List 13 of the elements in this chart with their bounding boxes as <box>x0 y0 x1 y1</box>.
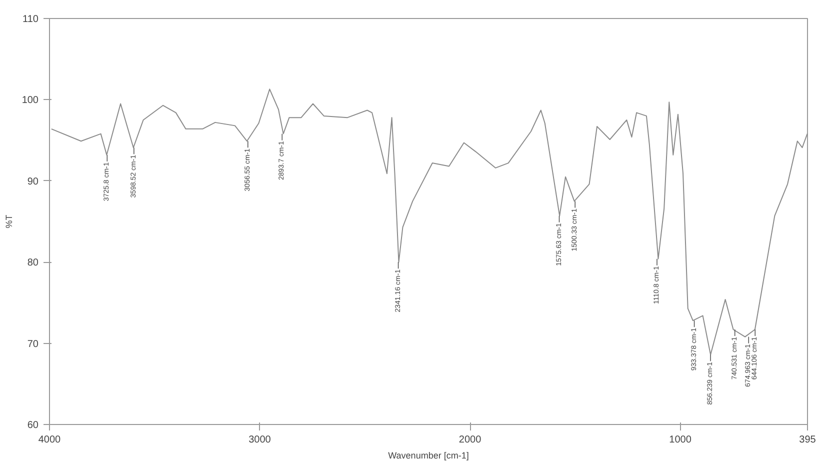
x-tick-label: 1000 <box>669 434 692 446</box>
x-tick-label: 3000 <box>248 434 272 446</box>
y-tick-label: 90 <box>27 176 39 188</box>
x-tick-label: 4000 <box>38 434 62 446</box>
y-axis-title: %T <box>4 214 14 228</box>
x-axis-title: Wavenumber [cm-1] <box>388 450 469 460</box>
x-tick-label: 395 <box>799 434 816 446</box>
x-tick-label: 2000 <box>458 434 482 446</box>
y-tick-label: 100 <box>22 95 39 106</box>
y-tick-label: 110 <box>22 14 39 25</box>
y-tick-label: 70 <box>27 338 39 350</box>
y-tick-label: 80 <box>27 258 39 269</box>
y-tick-label: 60 <box>27 420 39 431</box>
